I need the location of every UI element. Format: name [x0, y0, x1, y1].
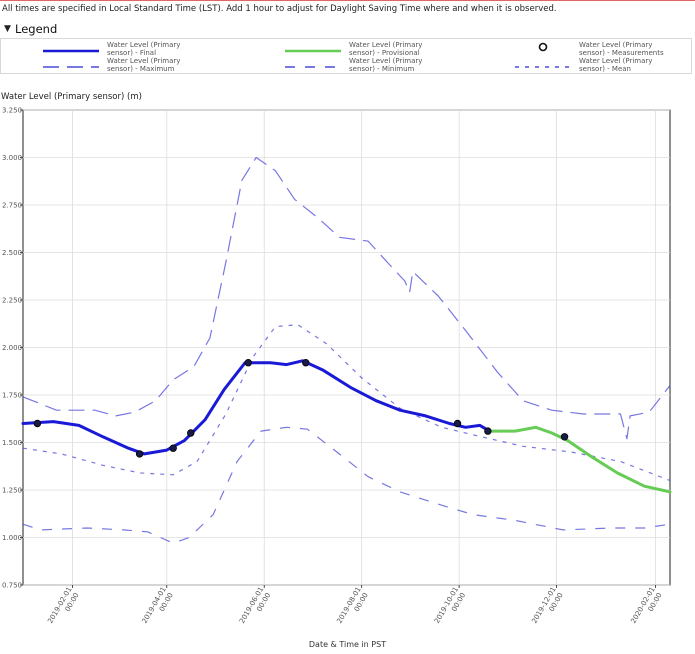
measurement-point[interactable] — [560, 433, 569, 441]
legend-label-provisional: Water Level (Primary sensor) - Provision… — [349, 41, 423, 57]
legend-label-final: Water Level (Primary sensor) - Final — [107, 41, 181, 57]
legend-swatch-final — [43, 49, 99, 53]
legend-toggle[interactable]: ▼ Legend — [0, 22, 695, 38]
series-line-maximum — [22, 156, 671, 440]
legend-marker-circle — [538, 42, 548, 52]
y-tick-label: 1.500 — [2, 439, 22, 447]
series-line-provisional — [488, 425, 672, 494]
legend-label-minimum: Water Level (Primary sensor) - Minimum — [349, 57, 423, 73]
series-line-final — [21, 359, 491, 456]
y-tick-label: 3.000 — [2, 154, 22, 162]
x-axis-title: Date & Time in PST — [308, 640, 387, 649]
chevron-down-icon: ▼ — [4, 24, 11, 34]
series-line-minimum — [22, 426, 671, 544]
measurement-point[interactable] — [453, 419, 462, 428]
legend-label-mean: Water Level (Primary sensor) - Mean — [579, 57, 653, 73]
measurement-point[interactable] — [302, 359, 310, 367]
y-tick-label: 2.750 — [2, 202, 22, 210]
legend-swatch-mean — [515, 66, 571, 68]
water-level-chart[interactable]: 0.750 1.000 1.250 1.500 1.750 2.000 2.250 2.500… — [0, 100, 695, 640]
timezone-notice: All times are specified in Local Standar… — [2, 4, 557, 14]
y-tick-label: 1.750 — [2, 392, 22, 400]
y-tick-label: 2.500 — [2, 249, 22, 257]
y-tick-label: 1.000 — [2, 534, 22, 542]
legend-swatch-maximum — [43, 66, 99, 68]
measurement-point[interactable] — [187, 429, 195, 437]
y-tick-label: 1.250 — [2, 487, 22, 495]
series-line-mean — [22, 324, 671, 482]
measurement-point[interactable] — [169, 444, 177, 452]
legend-label-measurements: Water Level (Primary sensor) - Measureme… — [579, 41, 664, 57]
legend-swatch-minimum — [285, 66, 341, 68]
legend-swatch-measurements — [538, 42, 548, 52]
y-axis-title: Water Level (Primary sensor) (m) — [1, 92, 142, 102]
top-divider — [0, 0, 695, 1]
legend-title: Legend — [15, 22, 58, 36]
y-tick-label: 3.250 — [2, 107, 22, 115]
measurement-point[interactable] — [244, 359, 252, 367]
measurement-point[interactable] — [135, 450, 144, 458]
legend-label-maximum: Water Level (Primary sensor) - Maximum — [107, 57, 181, 73]
y-tick-label: 0.750 — [2, 582, 22, 590]
y-tick-label: 2.000 — [2, 344, 22, 352]
measurement-point[interactable] — [484, 427, 492, 435]
y-tick-label: 2.250 — [2, 297, 22, 305]
legend-box: Water Level (Primary sensor) - Final Wat… — [0, 38, 692, 74]
legend-swatch-provisional — [285, 49, 341, 53]
measurement-point[interactable] — [33, 419, 42, 428]
